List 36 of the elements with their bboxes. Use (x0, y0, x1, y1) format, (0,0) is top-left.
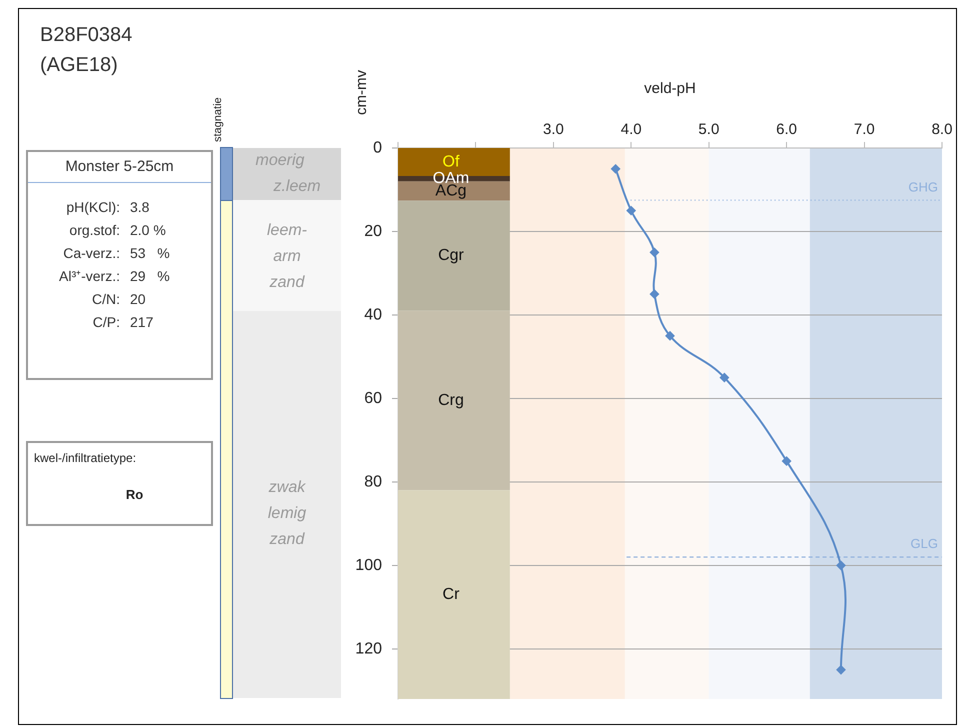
text: stagnatie (212, 96, 225, 142)
seepage-type-box: kwel-/infiltratietype: Ro (26, 441, 213, 526)
band-label: Crg (438, 392, 464, 409)
point (626, 206, 636, 216)
band-label: Of (442, 153, 460, 170)
ref-line-label: GHG (908, 179, 938, 194)
band-label: Cgr (438, 247, 465, 264)
point (836, 665, 846, 674)
y-tick-label: 100 (355, 556, 382, 574)
point (782, 456, 792, 466)
x-tick-label: 8.0 (932, 121, 952, 138)
x-tick-label: 3.0 (543, 121, 564, 138)
band-label: Cr (442, 586, 460, 604)
y-tick-label: 20 (364, 222, 382, 240)
x-axis-title: veld-pH (644, 80, 696, 98)
x-tick-label: 6.0 (776, 121, 797, 138)
y-tick-label: 80 (364, 473, 382, 490)
y-tick-label: 0 (373, 139, 382, 156)
text: (AGE18) (40, 54, 118, 77)
x-tick-label: 4.0 (620, 121, 642, 138)
x-tick-label: 7.0 (854, 121, 875, 138)
point (650, 290, 659, 299)
point (650, 248, 659, 257)
soil-texture-column: moerig z.leem leem- arm zand zwak lemig zand (233, 148, 341, 698)
y-tick-label: 60 (364, 390, 382, 407)
point (720, 373, 729, 382)
point (666, 331, 674, 340)
y-tick-label: 40 (364, 306, 382, 324)
y-axis-title: cm-mv (353, 70, 371, 117)
text: B28F0384 (40, 24, 132, 47)
point (836, 560, 846, 570)
sample-info-box: Monster 5-25cm pH(KCl): 3.8 org.stof: 2.0 % Ca-verz.: 53 % Al³⁺-verz.: 29 % C/N: 20 C/P: 217 (26, 150, 213, 380)
x-tick-label: 5.0 (698, 121, 720, 138)
ref-line-label: GLG (910, 536, 938, 552)
y-tick-label: 120 (355, 640, 382, 658)
point (611, 164, 620, 174)
